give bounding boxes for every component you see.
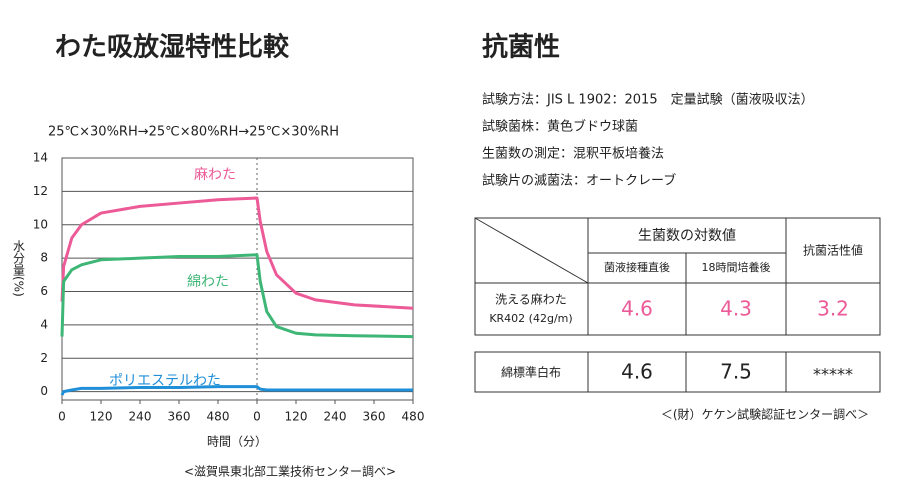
row-label: 綿標準白布 xyxy=(501,365,561,380)
cell-value: 4.6 xyxy=(621,297,653,321)
row-label: 洗える麻わた xyxy=(495,292,567,307)
x-tick-label: 0 xyxy=(253,410,261,424)
y-tick-label: 0 xyxy=(40,384,48,398)
series-label: 綿わた xyxy=(187,274,229,290)
activity-header: 抗菌活性値 xyxy=(803,243,863,258)
source: <滋賀県東北部工業技術センター調べ> xyxy=(184,464,396,479)
x-tick-label: 360 xyxy=(168,410,191,424)
table-frame xyxy=(474,217,881,336)
table xyxy=(474,217,881,393)
series-line xyxy=(60,253,414,339)
y-tick-label: 12 xyxy=(33,184,48,198)
sub-header: 菌液接種直後 xyxy=(604,260,670,274)
cell-value: ***** xyxy=(813,365,853,384)
y-tick-label: 14 xyxy=(33,151,48,165)
method-line: 試験方法：JIS L 1902：2015 定量試験（菌液吸収法） xyxy=(482,92,814,108)
method-line: 試験片の滅菌法：オートクレーブ xyxy=(482,173,676,189)
y-tick-label: 8 xyxy=(40,251,48,265)
series-line xyxy=(60,385,413,396)
x-tick-label: 120 xyxy=(90,410,113,424)
x-tick-label: 480 xyxy=(207,410,230,424)
y-axis-label: 水分量(%) xyxy=(12,240,26,297)
series-label: 麻わた xyxy=(194,167,236,183)
method-line: 試験菌株：黄色ブドウ球菌 xyxy=(482,119,638,135)
cell-value: 4.3 xyxy=(720,297,752,321)
plot-frame xyxy=(61,157,414,401)
x-tick-label: 0 xyxy=(58,410,66,424)
series-label: ポリエステルわた xyxy=(109,373,221,389)
x-tick-label: 240 xyxy=(324,410,347,424)
series-line xyxy=(60,196,414,310)
cell-value: 3.2 xyxy=(817,297,849,321)
group-header: 生菌数の対数値 xyxy=(638,228,736,244)
x-axis-label: 時間（分） xyxy=(207,435,267,449)
cell-value: 4.6 xyxy=(621,360,653,384)
y-tick-label: 10 xyxy=(33,217,48,231)
row-label: KR402 (42g/m) xyxy=(489,312,572,325)
x-tick-label: 480 xyxy=(402,410,425,424)
note: ＜(財）ケケン試験認証センター調べ＞ xyxy=(661,407,869,422)
y-tick-label: 6 xyxy=(40,284,48,298)
x-tick-label: 240 xyxy=(129,410,152,424)
method-line: 生菌数の測定：混釈平板培養法 xyxy=(482,146,664,162)
y-tick-label: 2 xyxy=(40,351,48,365)
cell-value: 7.5 xyxy=(720,360,752,384)
section-title: 抗菌性 xyxy=(482,32,560,63)
table-frame xyxy=(474,351,881,393)
y-tick-label: 4 xyxy=(40,317,48,331)
x-tick-label: 120 xyxy=(285,410,308,424)
chart-title: わた吸放湿特性比較 xyxy=(55,32,290,63)
sub-header: 18時間培養後 xyxy=(702,260,771,274)
x-tick-label: 360 xyxy=(363,410,386,424)
chart-subtitle: 25℃×30%RH→25℃×80%RH→25℃×30%RH xyxy=(48,125,339,140)
diagonal xyxy=(474,217,589,284)
